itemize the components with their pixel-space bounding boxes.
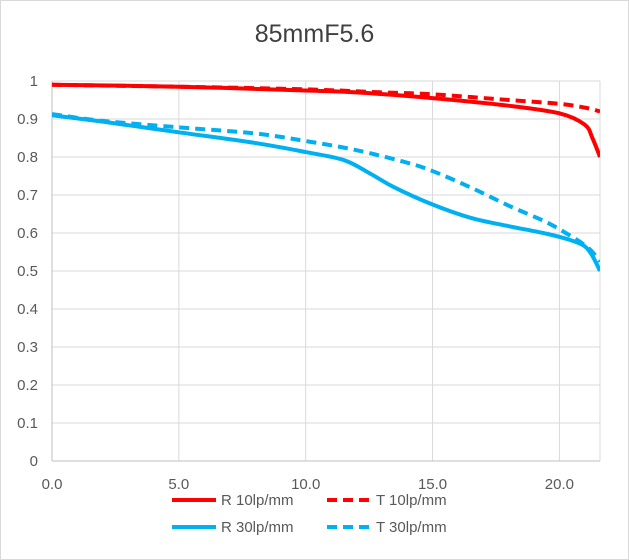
y-tick-label: 0.3 bbox=[17, 339, 38, 356]
series-line-t-30lp-mm bbox=[52, 112, 600, 263]
legend-label-t-10lp-mm: T 10lp/mm bbox=[376, 492, 447, 509]
y-tick-label: 0 bbox=[30, 453, 38, 470]
legend-label-t-30lp-mm: T 30lp/mm bbox=[376, 519, 447, 536]
gridlines bbox=[52, 80, 601, 461]
y-tick-label: 0.5 bbox=[17, 263, 38, 280]
legend-label-r-30lp-mm: R 30lp/mm bbox=[221, 519, 294, 536]
y-tick-label: 0.1 bbox=[17, 415, 38, 432]
x-tick-label: 0.0 bbox=[42, 476, 63, 493]
series-line-r-30lp-mm bbox=[52, 113, 600, 272]
axes bbox=[51, 81, 600, 462]
y-tick-label: 0.7 bbox=[17, 187, 38, 204]
y-tick-label: 0.9 bbox=[17, 111, 38, 128]
legend-label-r-10lp-mm: R 10lp/mm bbox=[221, 492, 294, 509]
x-tick-label: 10.0 bbox=[291, 476, 320, 493]
y-tick-label: 0.2 bbox=[17, 377, 38, 394]
x-tick-label: 5.0 bbox=[168, 476, 189, 493]
series-line-t-10lp-mm bbox=[52, 82, 600, 114]
y-axis-tick-labels: 0 0.1 0.2 0.3 0.4 0.5 0.6 0.7 0.8 0.9 1 bbox=[17, 73, 38, 470]
legend: R 10lp/mm T 10lp/mm R 30lp/mm T 30lp/mm bbox=[172, 492, 447, 536]
y-tick-label: 0.6 bbox=[17, 225, 38, 242]
x-axis-tick-labels: 0.0 5.0 10.0 15.0 20.0 bbox=[42, 476, 574, 493]
chart-title: 85mmF5.6 bbox=[254, 20, 375, 48]
y-tick-label: 0.8 bbox=[17, 149, 38, 166]
y-tick-label: 0.4 bbox=[17, 301, 38, 318]
x-tick-label: 15.0 bbox=[418, 476, 447, 493]
y-tick-label: 1 bbox=[30, 73, 38, 90]
series-lines bbox=[52, 82, 600, 272]
x-tick-label: 20.0 bbox=[545, 476, 574, 493]
